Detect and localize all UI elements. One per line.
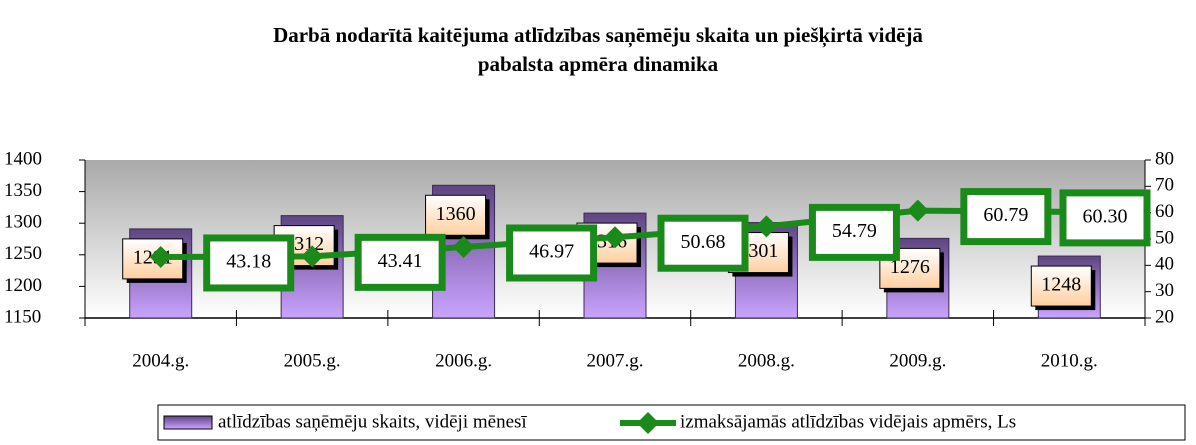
- y2-tick-label: 30: [1155, 280, 1174, 301]
- line-label-box: [657, 214, 749, 272]
- legend: [157, 404, 1186, 441]
- legend-label: izmaksājamās atlīdzības vidējais apmērs,…: [680, 411, 1016, 432]
- x-tick-label: 2008.g.: [738, 350, 795, 371]
- line-label-box: [506, 224, 598, 282]
- line-label-box: [960, 188, 1052, 246]
- chart-title: pabalsta apmēra dinamika: [478, 52, 719, 76]
- line-label: 46.97: [529, 241, 574, 263]
- legend-marker: [637, 412, 659, 434]
- bar-label: 1360: [436, 203, 476, 225]
- y-tick-label: 1300: [4, 212, 42, 233]
- bar-label: 1248: [1041, 274, 1081, 296]
- y-tick-label: 1150: [4, 306, 41, 327]
- line-label: 60.30: [1083, 205, 1128, 227]
- chart-title: Darbā nodarītā kaitējuma atlīdzības saņē…: [273, 23, 923, 48]
- marker: [452, 235, 475, 258]
- x-tick-label: 2004.g.: [132, 350, 189, 371]
- y2-tick-label: 70: [1155, 175, 1174, 196]
- marker: [755, 215, 778, 238]
- bar-label-box: [1030, 265, 1092, 307]
- line-label: 50.68: [681, 231, 726, 253]
- y2-tick-label: 80: [1155, 148, 1174, 169]
- x-tick-label: 2007.g.: [587, 350, 644, 371]
- marker: [301, 245, 324, 268]
- y-tick-label: 1250: [4, 243, 42, 264]
- x-tick-label: 2006.g.: [435, 350, 492, 371]
- marker: [906, 199, 929, 222]
- x-tick-label: 2009.g.: [889, 350, 946, 371]
- y-tick-label: 1350: [4, 180, 42, 201]
- line-label-box: [354, 233, 446, 291]
- x-tick-label: 2010.g.: [1041, 350, 1098, 371]
- line-label: 43.41: [378, 250, 423, 272]
- line-label: 54.79: [832, 220, 877, 242]
- line-label-box: [808, 203, 900, 261]
- legend-label: atlīdzības saņēmēju skaits, vidēji mēnes…: [218, 411, 527, 432]
- marker: [149, 245, 172, 268]
- line-label-box: [1059, 189, 1151, 247]
- line-label: 60.79: [983, 204, 1028, 226]
- y-tick-label: 1200: [4, 275, 42, 296]
- y-tick-label: 1400: [4, 148, 42, 169]
- y2-tick-label: 40: [1155, 254, 1174, 275]
- y2-tick-label: 20: [1155, 306, 1174, 327]
- bar-label-box: [425, 194, 487, 236]
- x-tick-label: 2005.g.: [284, 350, 341, 371]
- y2-tick-label: 50: [1155, 227, 1174, 248]
- bar-label: 1276: [890, 256, 930, 278]
- line-label-box: [203, 234, 295, 292]
- marker: [604, 226, 626, 249]
- line-label: 43.18: [226, 251, 271, 273]
- y2-tick-label: 60: [1155, 201, 1174, 222]
- legend-swatch: [163, 415, 213, 430]
